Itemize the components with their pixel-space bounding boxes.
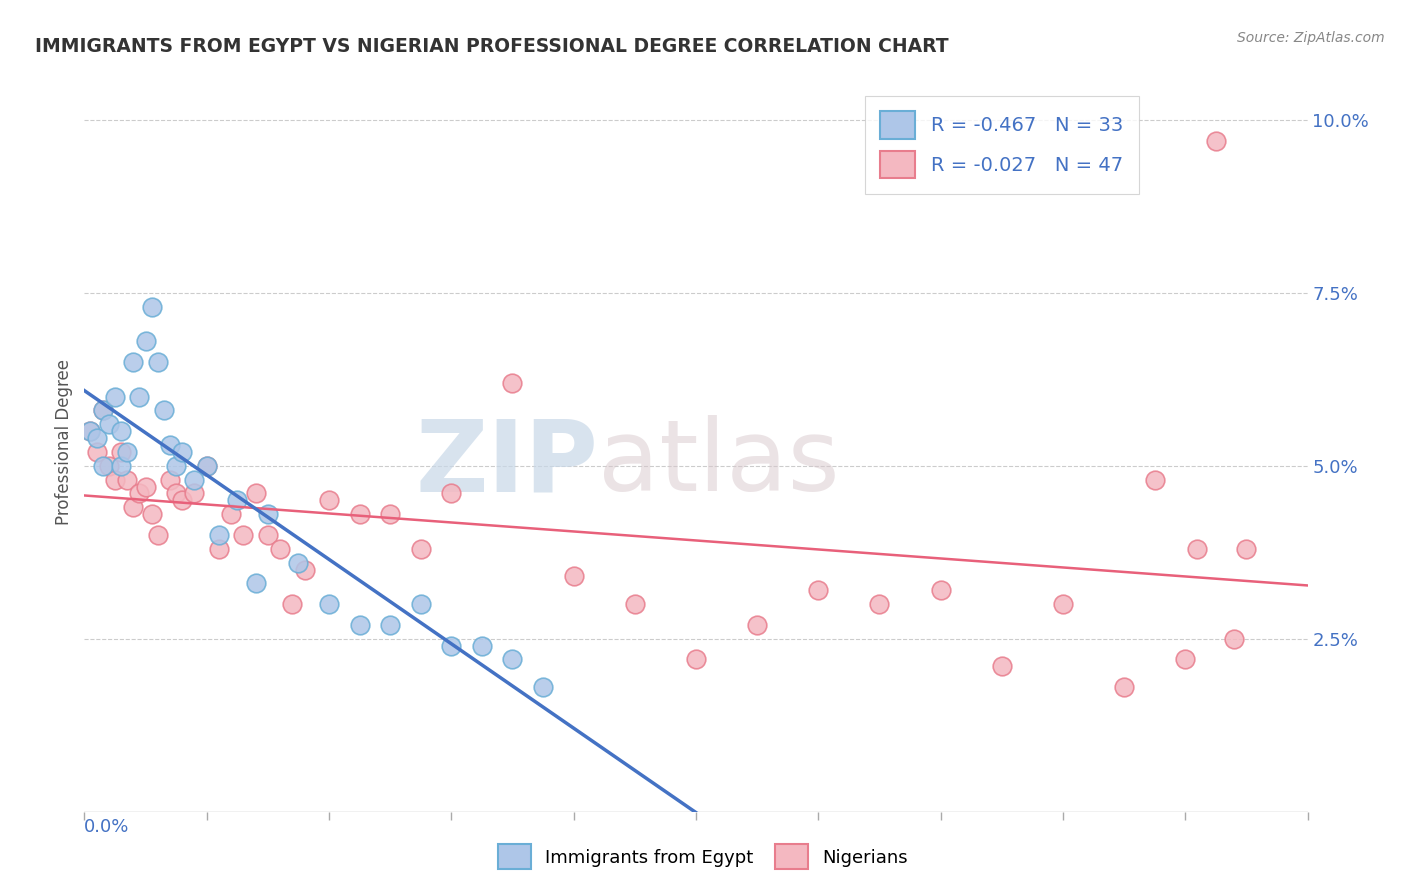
Point (97, 417, 120, 432)
Point (1114, 680, 1136, 694)
Point (135, 479, 157, 493)
Point (232, 528, 254, 542)
Point (502, 376, 524, 390)
Point (245, 576, 267, 591)
Point (269, 541, 291, 556)
Point (146, 528, 169, 542)
Point (115, 445, 138, 459)
Y-axis label: Professional Degree: Professional Degree (55, 359, 73, 524)
Point (869, 597, 891, 611)
Point (195, 458, 218, 473)
Point (159, 438, 181, 452)
Point (380, 618, 402, 632)
Point (245, 486, 267, 500)
Point (110, 458, 132, 473)
Point (172, 445, 194, 459)
Point (195, 458, 218, 473)
Point (440, 639, 463, 653)
Point (409, 541, 432, 556)
Point (97, 458, 120, 473)
Point (624, 597, 647, 611)
Point (294, 563, 316, 577)
Point (531, 680, 554, 694)
Point (929, 583, 952, 598)
Point (991, 659, 1014, 673)
Point (409, 597, 432, 611)
Legend: R = -0.467   N = 33, R = -0.027   N = 47: R = -0.467 N = 33, R = -0.027 N = 47 (865, 95, 1139, 194)
Point (135, 334, 157, 349)
Point (128, 390, 150, 404)
Point (1236, 541, 1258, 556)
Point (110, 445, 132, 459)
Point (86, 445, 108, 459)
Point (79, 424, 101, 438)
Point (110, 424, 132, 438)
Point (226, 493, 249, 508)
Text: ZIP: ZIP (415, 416, 598, 512)
Point (257, 507, 280, 521)
Point (318, 597, 340, 611)
Point (183, 486, 205, 500)
Point (141, 300, 163, 314)
Text: 0.0%: 0.0% (84, 818, 129, 837)
Point (380, 507, 402, 521)
Point (91, 403, 114, 417)
Legend: Immigrants from Egypt, Nigerians: Immigrants from Egypt, Nigerians (489, 835, 917, 879)
Point (86, 431, 108, 445)
Point (172, 493, 194, 508)
Point (208, 528, 231, 542)
Point (128, 486, 150, 500)
Point (349, 618, 371, 632)
Point (165, 486, 187, 500)
Point (562, 569, 585, 583)
Point (159, 473, 181, 487)
Text: atlas: atlas (598, 416, 839, 512)
Point (807, 583, 830, 598)
Point (287, 556, 309, 570)
Point (122, 500, 145, 515)
Point (1205, 134, 1227, 148)
Point (104, 473, 127, 487)
Point (1223, 632, 1246, 646)
Point (183, 473, 205, 487)
Point (1143, 473, 1166, 487)
Point (502, 652, 524, 666)
Point (281, 597, 304, 611)
Point (141, 507, 163, 521)
Point (219, 507, 242, 521)
Point (1052, 597, 1074, 611)
Point (115, 473, 138, 487)
Point (91, 403, 114, 417)
Text: IMMIGRANTS FROM EGYPT VS NIGERIAN PROFESSIONAL DEGREE CORRELATION CHART: IMMIGRANTS FROM EGYPT VS NIGERIAN PROFES… (35, 37, 949, 56)
Point (104, 390, 127, 404)
Point (471, 639, 494, 653)
Point (349, 507, 371, 521)
Point (153, 403, 176, 417)
Text: Source: ZipAtlas.com: Source: ZipAtlas.com (1237, 31, 1385, 45)
Point (1174, 652, 1197, 666)
Point (165, 458, 187, 473)
Point (1187, 541, 1209, 556)
Point (747, 618, 769, 632)
Point (257, 528, 280, 542)
Point (208, 541, 231, 556)
Point (146, 355, 169, 369)
Point (440, 486, 463, 500)
Point (79, 424, 101, 438)
Point (122, 355, 145, 369)
Point (685, 652, 707, 666)
Point (91, 458, 114, 473)
Point (318, 493, 340, 508)
